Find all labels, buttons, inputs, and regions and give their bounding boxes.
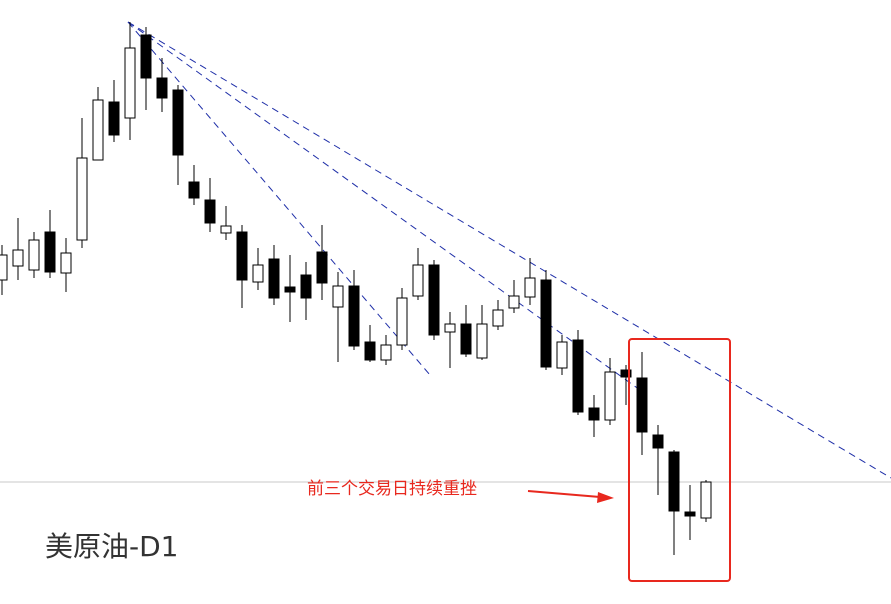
candle-body — [236, 231, 248, 281]
chart-title: 美原油-D1 — [45, 530, 178, 563]
candle-body — [572, 339, 584, 413]
candle-body — [316, 251, 328, 284]
trendline — [127, 21, 431, 376]
candle-body — [588, 407, 600, 421]
candle-body — [188, 181, 200, 199]
arrow-head — [597, 492, 614, 503]
candle-body — [668, 451, 680, 512]
candle-body — [460, 323, 472, 355]
candle-body — [172, 89, 184, 156]
candle-body — [92, 99, 104, 161]
candle-body — [220, 225, 232, 234]
candle-body — [284, 286, 296, 293]
candle-body — [204, 199, 216, 224]
candle-body — [444, 323, 456, 333]
candle-body — [76, 157, 88, 241]
candle-body — [300, 274, 312, 299]
trendline — [127, 21, 641, 391]
candle-body — [108, 101, 120, 136]
candle-body — [0, 254, 8, 281]
candle-body — [124, 47, 136, 119]
candle-body — [156, 77, 168, 99]
candle-body — [28, 239, 40, 271]
candle-body — [44, 231, 56, 273]
candle-body — [556, 341, 568, 369]
candle-body — [476, 323, 488, 359]
trendline — [127, 21, 891, 479]
candle-body — [396, 297, 408, 346]
candle-body — [268, 258, 280, 299]
candles — [0, 22, 712, 555]
candle-body — [380, 344, 392, 361]
candle-body — [364, 341, 376, 361]
candle-body — [12, 249, 24, 267]
candle-body — [700, 481, 712, 519]
arrow-line — [527, 490, 601, 498]
candle-body — [60, 252, 72, 274]
candle-body — [540, 279, 552, 368]
candle-body — [604, 371, 616, 421]
candle-body — [140, 34, 152, 79]
candle-body — [332, 285, 344, 308]
annotation: 前三个交易日持续重挫 — [307, 479, 477, 499]
trendlines — [127, 21, 891, 479]
highlight-box — [628, 338, 731, 582]
candle-body — [636, 377, 648, 433]
candle-body — [492, 309, 504, 327]
candle-body — [252, 264, 264, 283]
candle-body — [428, 264, 440, 336]
candle-body — [508, 295, 520, 309]
candle-body — [348, 285, 360, 347]
candle-body — [412, 264, 424, 297]
candle-body — [524, 277, 536, 298]
candle-body — [620, 369, 632, 378]
candle-body — [652, 434, 664, 449]
candle-body — [684, 511, 696, 517]
